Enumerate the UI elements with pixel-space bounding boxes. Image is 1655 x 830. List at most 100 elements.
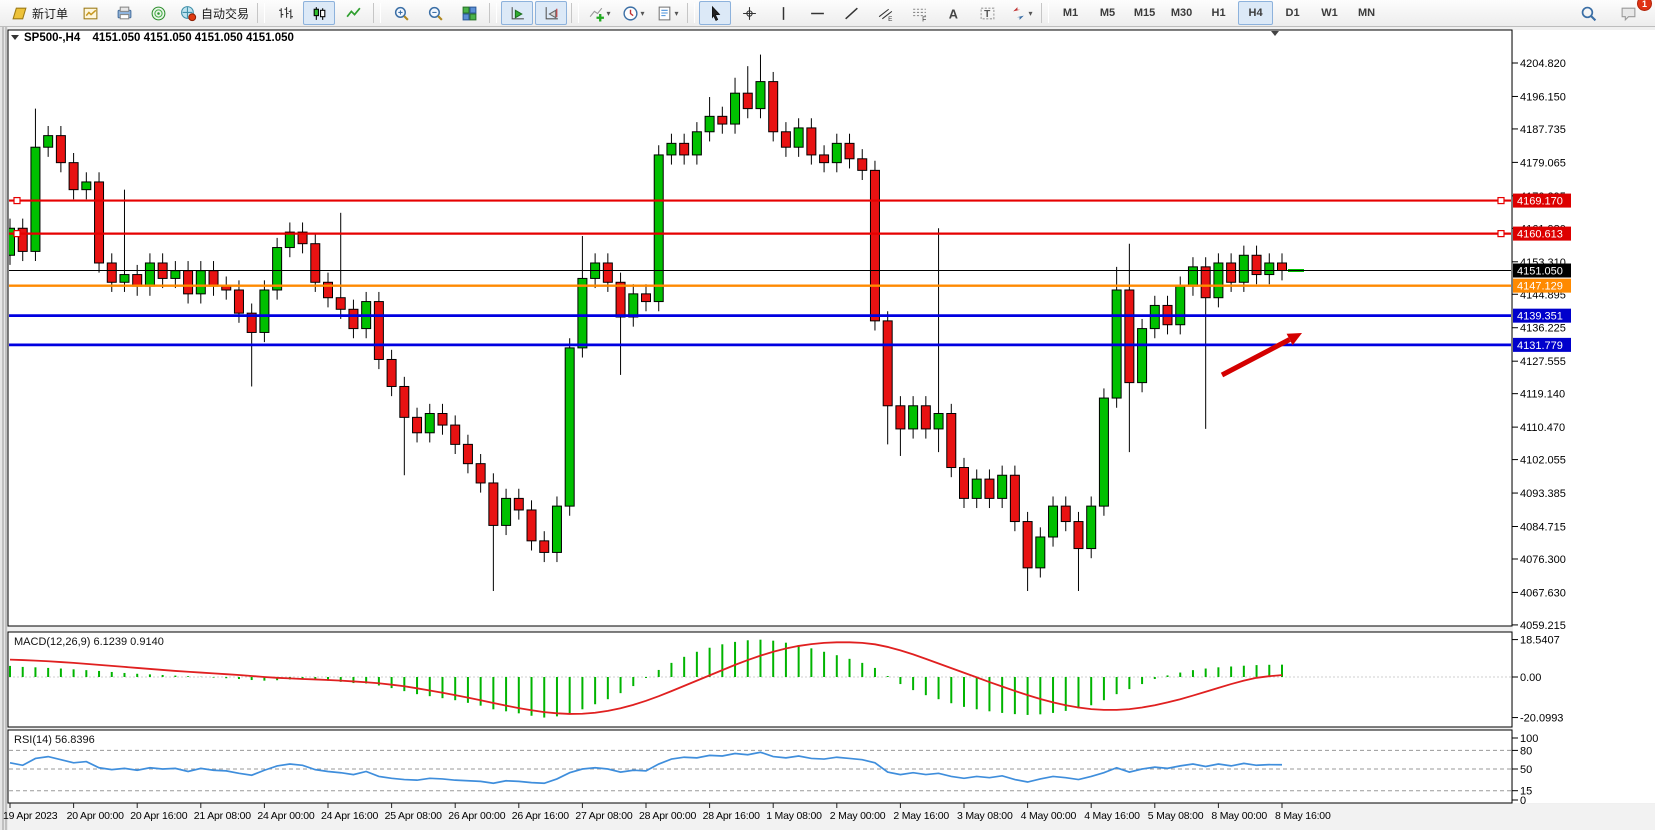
templates-icon — [658, 6, 670, 20]
text-label-icon: T — [980, 7, 994, 20]
toolbar-market-watch-button[interactable] — [74, 1, 106, 25]
price-tag-4139.351: 4139.351 — [1513, 308, 1571, 323]
svg-text:SP500-,H4 4151.050 415: SP500-,H4 4151.050 4151.050 4151.050 415… — [24, 32, 294, 44]
toolbar-indicators-button[interactable]: ▾ — [583, 1, 615, 25]
fibonacci-icon: F — [912, 8, 926, 22]
dropdown-arrow-icon[interactable]: ▾ — [1028, 8, 1033, 18]
line-handle[interactable] — [13, 196, 21, 205]
hline-4160.613[interactable] — [9, 230, 1511, 238]
svg-text:4147.129: 4147.129 — [1517, 281, 1563, 293]
toolbar-separator — [687, 3, 696, 23]
toolbar-arrows-button[interactable]: ▾ — [1005, 1, 1037, 25]
hline-4169.170[interactable] — [9, 196, 1511, 205]
toolbar-line-chart-button[interactable] — [337, 1, 369, 25]
toolbar-chart-shift-button[interactable] — [535, 1, 568, 25]
time-axis[interactable]: 19 Apr 2023 20 Apr 00:00 20 Apr 16:00 21 Ap… — [3, 803, 1655, 830]
tile-windows-icon — [462, 6, 476, 20]
toolbar-cursor-button[interactable] — [699, 1, 732, 25]
zoom-in-icon — [394, 6, 409, 21]
svg-text:26 Apr 00:00: 26 Apr 00:00 — [448, 810, 506, 822]
toolbar-trendline-button[interactable] — [835, 1, 867, 25]
line-chart-icon — [345, 7, 361, 17]
auto-trading-icon — [181, 5, 197, 21]
toolbar-auto-trading-button[interactable]: 自动交易 — [176, 1, 253, 25]
toolbar-chat-button[interactable] — [1612, 1, 1644, 25]
toolbar-separator — [373, 3, 382, 23]
rsi-pane[interactable] — [7, 729, 1513, 804]
toolbar-search-button[interactable] — [1572, 1, 1604, 25]
toolbar-data-window-button[interactable] — [108, 1, 140, 25]
toolbar-templates-button[interactable]: ▾ — [651, 1, 683, 25]
toolbar-vertical-line-button[interactable] — [767, 1, 799, 25]
svg-text:4136.225: 4136.225 — [1520, 323, 1566, 335]
line-handle[interactable] — [13, 230, 21, 238]
svg-text:8 May 16:00: 8 May 16:00 — [1275, 810, 1331, 822]
toolbar-timeframe-H4-button[interactable]: H4 — [1238, 1, 1274, 25]
toolbar-timeframe-M30-button[interactable]: M30 — [1170, 7, 1193, 19]
svg-text:4119.140: 4119.140 — [1520, 389, 1565, 401]
svg-text:-20.0993: -20.0993 — [1520, 713, 1563, 725]
zoom-out-icon — [428, 6, 443, 21]
main-toolbar: 新订单 自动交易 ▾ ▾ ▾ E F A T ▾ M1 M5 M15 M30 H1 H4 D1 W1 MN 1 — [0, 0, 1655, 27]
toolbar-text-label-button[interactable]: T — [971, 1, 1003, 25]
toolbar-timeframe-MN-button[interactable]: MN — [1357, 7, 1376, 19]
toolbar-text-button[interactable]: A — [937, 1, 969, 25]
line-handle[interactable] — [1497, 230, 1505, 238]
toolbar-timeframe-H1-button[interactable]: H1 — [1211, 7, 1226, 19]
svg-text:4131.779: 4131.779 — [1517, 340, 1563, 352]
svg-text:T: T — [984, 9, 991, 20]
toolbar-zoom-in-button[interactable] — [385, 1, 417, 25]
svg-text:4127.555: 4127.555 — [1520, 356, 1566, 368]
price-tag-4131.779: 4131.779 — [1513, 337, 1571, 352]
dropdown-arrow-icon[interactable]: ▾ — [606, 8, 611, 18]
toolbar-candle-chart-button[interactable] — [303, 1, 336, 25]
svg-text:15: 15 — [1520, 786, 1532, 798]
toolbar-horizontal-line-button[interactable] — [801, 1, 833, 25]
svg-text:4151.050: 4151.050 — [1517, 266, 1563, 278]
toolbar-timeframe-M15-button[interactable]: M15 — [1133, 7, 1156, 19]
svg-text:20 Apr 16:00: 20 Apr 16:00 — [130, 810, 188, 822]
toolbar-tile-windows-button[interactable] — [453, 1, 485, 25]
annotation-arrow[interactable] — [1220, 333, 1302, 378]
toolbar-auto-scroll-button[interactable] — [501, 1, 534, 25]
toolbar-crosshair-button[interactable] — [733, 1, 765, 25]
price-tag-4169.170: 4169.170 — [1513, 193, 1571, 208]
symbol-dropdown-icon[interactable] — [11, 35, 19, 40]
chart-shift-marker[interactable] — [1271, 31, 1279, 36]
auto-scroll-icon — [511, 6, 524, 19]
svg-text:26 Apr 16:00: 26 Apr 16:00 — [512, 810, 570, 822]
price-axis[interactable]: 4204.8204196.1504187.7354179.0654170.395… — [1512, 58, 1571, 632]
toolbar-equidistant-channel-button[interactable]: E — [869, 1, 901, 25]
toolbar-separator — [571, 3, 580, 23]
svg-text:28 Apr 00:00: 28 Apr 00:00 — [639, 810, 697, 822]
price-tag-4160.613: 4160.613 — [1513, 226, 1571, 241]
toolbar-timeframe-D1-button[interactable]: D1 — [1285, 7, 1300, 19]
line-handle[interactable] — [1497, 196, 1505, 205]
svg-text:4169.170: 4169.170 — [1517, 196, 1563, 208]
svg-text:4139.351: 4139.351 — [1517, 311, 1563, 323]
dropdown-arrow-icon[interactable]: ▾ — [640, 8, 645, 18]
toolbar-bar-chart-button[interactable] — [269, 1, 301, 25]
toolbar-navigator-button[interactable] — [142, 1, 174, 25]
svg-text:4076.300: 4076.300 — [1520, 554, 1566, 566]
chart-shift-icon — [545, 6, 558, 19]
toolbar-timeframe-M5-button[interactable]: M5 — [1099, 7, 1116, 19]
price-pane[interactable] — [7, 29, 1513, 627]
svg-text:4204.820: 4204.820 — [1520, 58, 1566, 70]
market-watch-icon — [83, 7, 97, 19]
notification-badge: 1 — [1637, 0, 1652, 11]
toolbar-zoom-out-button[interactable] — [419, 1, 451, 25]
svg-text:27 Apr 08:00: 27 Apr 08:00 — [575, 810, 633, 822]
chart-window[interactable]: 4204.8204196.1504187.7354179.0654170.395… — [0, 27, 1655, 830]
svg-text:2 May 00:00: 2 May 00:00 — [830, 810, 886, 822]
toolbar-timeframe-M1-button[interactable]: M1 — [1062, 7, 1079, 19]
dropdown-arrow-icon[interactable]: ▾ — [674, 8, 679, 18]
toolbar-new-order-button[interactable]: 新订单 — [7, 1, 72, 25]
svg-text:2 May 16:00: 2 May 16:00 — [893, 810, 949, 822]
svg-text:A: A — [948, 6, 957, 21]
toolbar-fibonacci-button[interactable]: F — [903, 1, 935, 25]
text-icon: A — [948, 6, 957, 21]
toolbar-timeframe-W1-button[interactable]: W1 — [1321, 7, 1338, 19]
price-tag-4147.129: 4147.129 — [1513, 278, 1571, 293]
toolbar-periods-button[interactable]: ▾ — [617, 1, 649, 25]
